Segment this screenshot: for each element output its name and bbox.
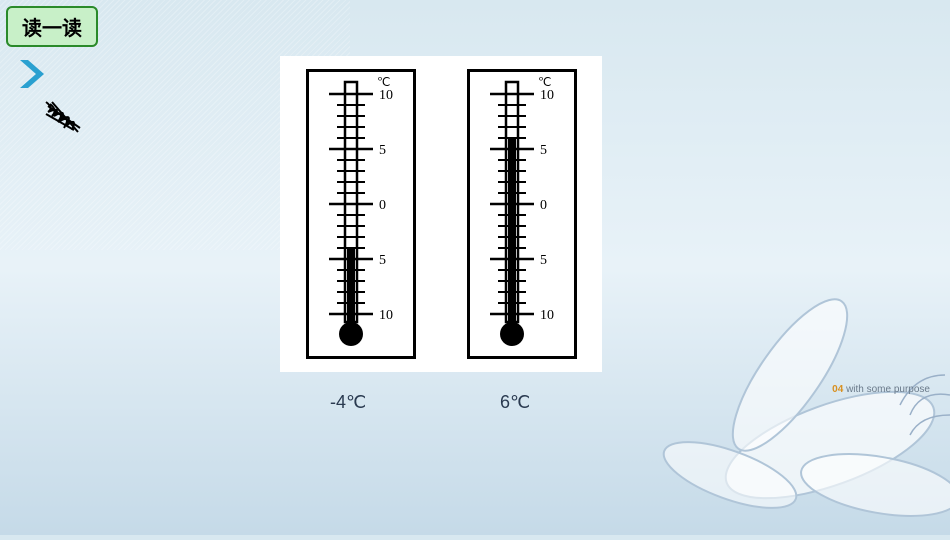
svg-text:0: 0 [379, 198, 386, 213]
svg-text:℃: ℃ [538, 75, 551, 89]
svg-text:10: 10 [540, 308, 554, 323]
svg-text:10: 10 [379, 88, 393, 103]
watermark-text: with some purpose [846, 384, 930, 395]
thermometer-svg-2: 1050510℃ [470, 72, 574, 356]
svg-text:5: 5 [540, 253, 547, 268]
temperature-label-1: -4℃ [330, 392, 366, 413]
svg-text:5: 5 [379, 253, 386, 268]
svg-text:℃: ℃ [377, 75, 390, 89]
title-text: 读一读 [22, 18, 82, 40]
thermometer-svg-1: 1050510℃ [309, 72, 413, 356]
scribble-icon [44, 100, 84, 134]
petal-decoration [550, 275, 950, 535]
svg-text:0: 0 [540, 198, 547, 213]
chevron-right-icon [16, 56, 52, 97]
thermometer-panel: 1050510℃ 1050510℃ [280, 56, 602, 372]
svg-text:10: 10 [379, 308, 393, 323]
svg-text:5: 5 [379, 143, 386, 158]
title-badge: 读一读 [6, 6, 98, 47]
svg-text:5: 5 [540, 143, 547, 158]
watermark: 04 with some purpose [832, 384, 930, 395]
watermark-number: 04 [832, 384, 843, 395]
thermometer-2: 1050510℃ [467, 69, 577, 359]
svg-text:10: 10 [540, 88, 554, 103]
temperature-label-2: 6℃ [500, 392, 530, 413]
thermometer-1: 1050510℃ [306, 69, 416, 359]
